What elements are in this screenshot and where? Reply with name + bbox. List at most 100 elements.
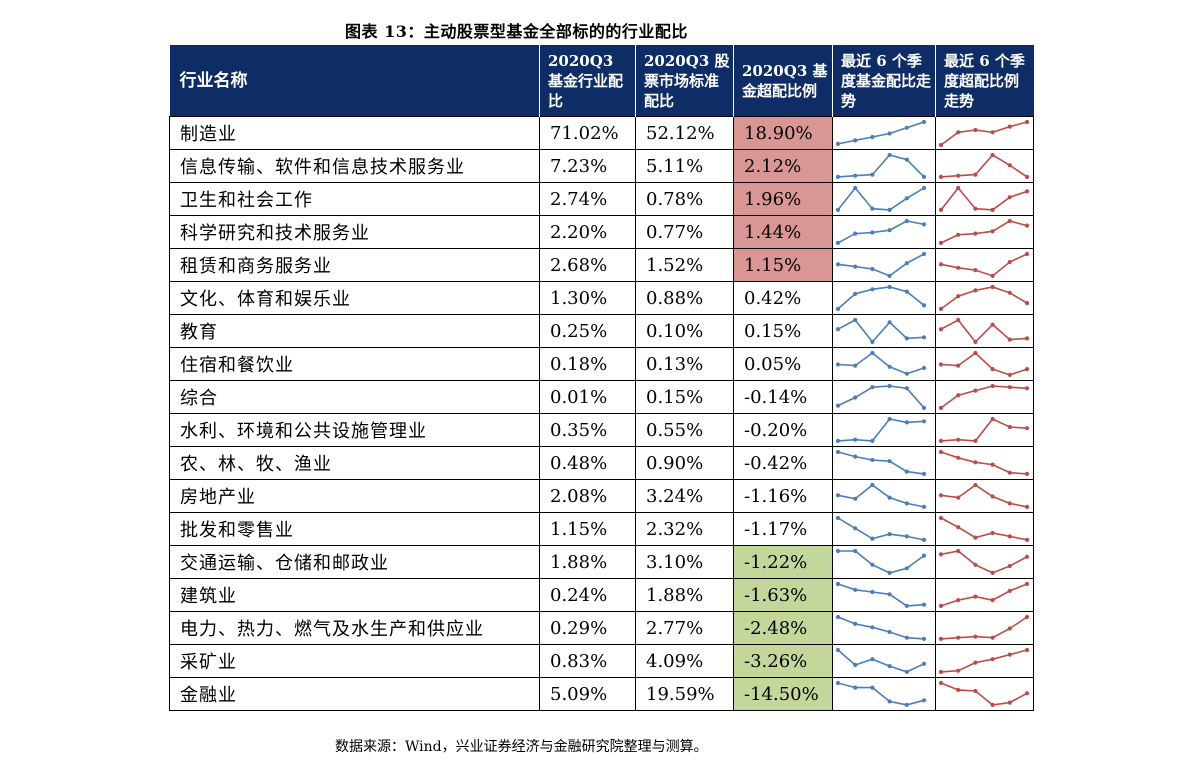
sparkline-point [1007, 563, 1012, 568]
sparkline-point [973, 660, 978, 665]
sparkline-point [1007, 372, 1012, 377]
sparkline-path [940, 483, 1028, 508]
sparkline-point [921, 537, 927, 542]
sparkline-point [904, 371, 909, 376]
sparkline-path [940, 153, 1028, 178]
sparkline-point [973, 339, 978, 344]
sparkline-point [887, 383, 892, 388]
industry-name-cell: 金融业 [169, 677, 540, 711]
sparkline-path [940, 615, 1028, 640]
sparkline-point [956, 597, 961, 602]
sparkline-point [1007, 588, 1012, 593]
sparkline-point [956, 129, 961, 134]
sparkline-point [990, 129, 995, 134]
sparkline-point [853, 185, 858, 190]
overweight-ratio-cell: -3.26% [733, 644, 833, 678]
sparkline-point [990, 530, 995, 535]
fund-trend-cell [832, 479, 936, 513]
sparkline-point [921, 471, 927, 476]
sparkline-point [835, 515, 841, 520]
overweight-ratio-cell: -0.20% [733, 413, 833, 447]
sparkline-point [956, 455, 961, 460]
market-allocation-cell: 0.88% [635, 281, 734, 315]
header-market-allocation: 2020Q3 股票市场标准配比 [635, 45, 734, 117]
sparkline-point [835, 141, 841, 146]
sparkline-point [956, 437, 961, 442]
sparkline-path [837, 186, 925, 211]
sparkline-path [837, 351, 925, 375]
sparkline-path [940, 582, 1028, 607]
fund-allocation-cell: 1.15% [539, 512, 636, 546]
table-row: 综合 0.01% 0.15% -0.14% [169, 380, 1034, 414]
sparkline-point [853, 231, 858, 236]
overweight-trend-cell [935, 380, 1034, 414]
sparkline-point [835, 240, 841, 245]
sparkline-point [973, 482, 978, 487]
table-row: 金融业 5.09% 19.59% -14.50% [169, 677, 1034, 711]
fund-trend-cell [832, 182, 936, 216]
sparkline-point [1007, 652, 1012, 657]
sparkline-point [990, 322, 995, 327]
overweight-trend-cell [935, 281, 1034, 315]
market-allocation-cell: 0.90% [635, 446, 734, 480]
fund-allocation-sparkline [835, 251, 927, 278]
overweight-trend-cell [935, 578, 1034, 612]
fund-allocation-sparkline [835, 449, 927, 476]
overweight-ratio-sparkline [938, 614, 1030, 641]
sparkline-point [956, 495, 961, 500]
sparkline-point [853, 662, 858, 667]
sparkline-point [853, 496, 858, 501]
sparkline-point [853, 548, 858, 553]
overweight-ratio-sparkline [938, 449, 1030, 476]
fund-allocation-cell: 0.01% [539, 380, 636, 414]
sparkline-point [904, 669, 909, 674]
fund-allocation-sparkline [835, 317, 927, 344]
sparkline-point [887, 227, 892, 232]
table-row: 信息传输、软件和信息技术服务业 7.23% 5.11% 2.12% [169, 149, 1034, 183]
fund-trend-cell [832, 281, 936, 315]
overweight-trend-cell [935, 644, 1034, 678]
sparkline-point [870, 206, 875, 211]
sparkline-point [1024, 425, 1030, 430]
industry-name-cell: 卫生和社会工作 [169, 182, 540, 216]
sparkline-point [1024, 174, 1030, 179]
sparkline-path [940, 120, 1028, 146]
sparkline-point [1024, 690, 1030, 695]
table-row: 建筑业 0.24% 1.88% -1.63% [169, 578, 1034, 612]
overweight-ratio-cell: -1.22% [733, 545, 833, 579]
sparkline-point [1024, 335, 1030, 340]
sparkline-point [1007, 290, 1012, 295]
sparkline-point [973, 231, 978, 236]
industry-name-cell: 制造业 [169, 116, 540, 150]
sparkline-path [940, 384, 1028, 409]
sparkline-point [973, 172, 978, 177]
market-allocation-cell: 2.77% [635, 611, 734, 645]
sparkline-point [990, 284, 995, 289]
overweight-trend-cell [935, 413, 1034, 447]
overweight-ratio-cell: 0.42% [733, 281, 833, 315]
sparkline-point [870, 589, 875, 594]
market-allocation-cell: 3.10% [635, 545, 734, 579]
sparkline-path [837, 516, 925, 541]
sparkline-point [1024, 614, 1030, 619]
sparkline-point [938, 306, 944, 311]
sparkline-point [990, 635, 995, 640]
sparkline-point [853, 173, 858, 178]
fund-trend-cell [832, 578, 936, 612]
market-allocation-cell: 0.13% [635, 347, 734, 381]
sparkline-point [1007, 533, 1012, 538]
industry-name-cell: 教育 [169, 314, 540, 348]
sparkline-point [938, 551, 944, 556]
overweight-ratio-sparkline [938, 647, 1030, 674]
fund-trend-cell [832, 149, 936, 183]
fund-trend-cell [832, 347, 936, 381]
overweight-ratio-cell: 2.12% [733, 149, 833, 183]
industry-name-cell: 批发和零售业 [169, 512, 540, 546]
sparkline-point [973, 127, 978, 132]
fund-trend-cell [832, 380, 936, 414]
industry-allocation-table: 行业名称 2020Q3 基金行业配比 2020Q3 股票市场标准配比 2020Q… [169, 45, 1034, 711]
market-allocation-cell: 1.52% [635, 248, 734, 282]
fund-allocation-cell: 0.48% [539, 446, 636, 480]
fund-allocation-cell: 7.23% [539, 149, 636, 183]
overweight-trend-cell [935, 215, 1034, 249]
